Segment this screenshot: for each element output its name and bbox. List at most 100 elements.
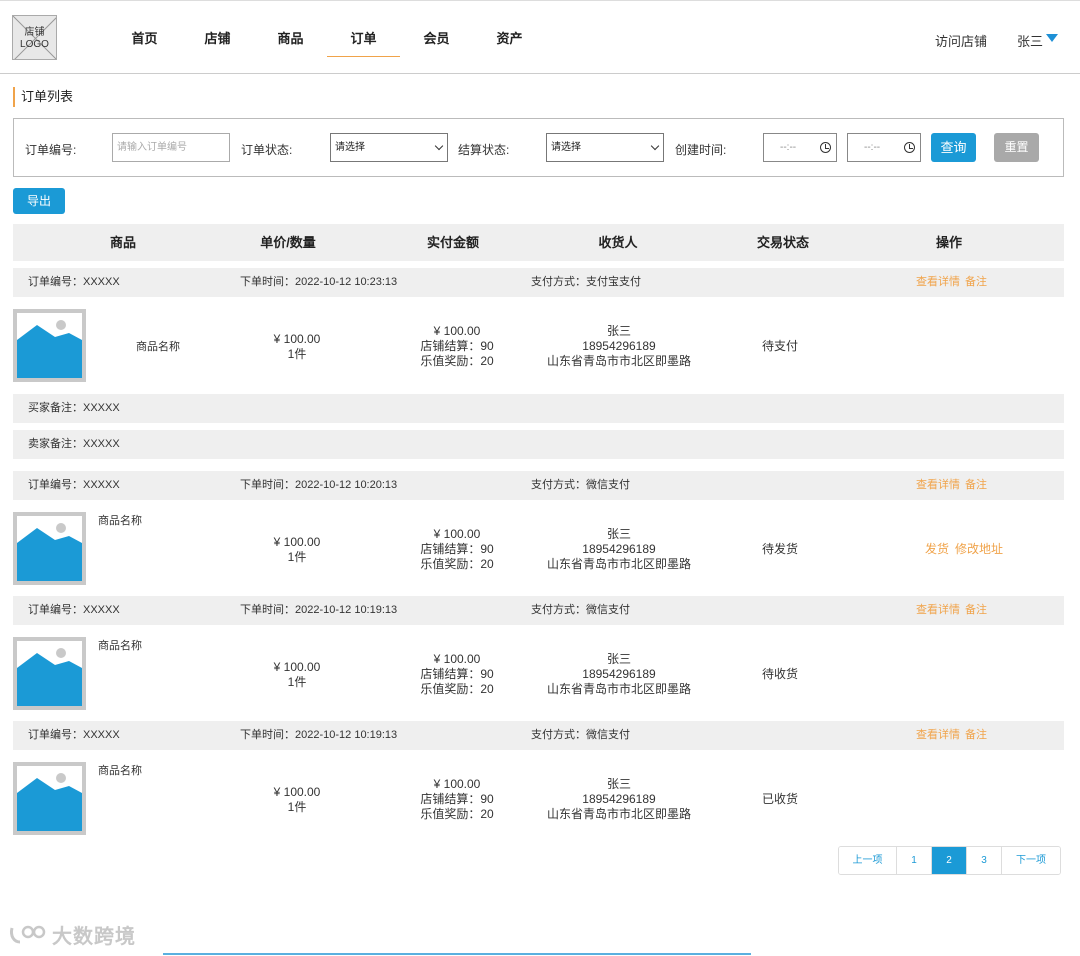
nav-item-assets[interactable]: 资产: [496, 31, 523, 46]
product-name[interactable]: 商品名称: [98, 640, 142, 652]
product-image[interactable]: [13, 512, 86, 585]
pagination-page-2[interactable]: 2: [932, 847, 967, 874]
store-logo[interactable]: 店铺 LOGO: [12, 15, 57, 60]
date-start-input[interactable]: --:--: [763, 133, 837, 162]
user-menu[interactable]: 张三: [1017, 34, 1044, 49]
order-status-label: 订单状态:: [241, 143, 293, 157]
reset-button[interactable]: 重置: [994, 133, 1039, 162]
unit-price: ¥ 100.00: [273, 660, 321, 674]
nav-item-store[interactable]: 店铺: [204, 31, 231, 46]
remark-link[interactable]: 备注: [965, 276, 987, 288]
order-time: 下单时间：2022-10-12 10:20:13: [240, 479, 398, 491]
chevron-down-icon: [650, 141, 660, 151]
product-image[interactable]: [13, 309, 86, 382]
receiver-phone: 18954296189: [582, 792, 656, 806]
bottom-divider: [163, 953, 751, 955]
col-header-actions: 操作: [935, 235, 963, 250]
reward-points: 乐值奖励：20: [420, 354, 494, 368]
nav-item-products[interactable]: 商品: [277, 31, 304, 46]
watermark-text: 大数跨境: [52, 926, 136, 948]
trade-status: 已收货: [761, 792, 799, 806]
store-settlement: 店铺结算：90: [420, 339, 494, 353]
visit-store-link[interactable]: 访问店铺: [935, 34, 988, 49]
remark-link[interactable]: 备注: [965, 729, 987, 741]
pagination-page-3[interactable]: 3: [967, 847, 1002, 874]
unit-price: ¥ 100.00: [273, 785, 321, 799]
product-name[interactable]: 商品名称: [136, 341, 180, 353]
receiver-name: 张三: [606, 777, 632, 791]
order-status-select[interactable]: 请选择: [330, 133, 448, 162]
payment-method: 支付方式：支付宝支付: [531, 276, 641, 288]
product-image[interactable]: [13, 762, 86, 835]
paid-amount: ¥ 100.00: [433, 324, 481, 338]
clock-icon[interactable]: [820, 142, 831, 153]
paid-amount: ¥ 100.00: [433, 527, 481, 541]
clock-icon[interactable]: [904, 142, 915, 153]
pagination-prev[interactable]: 上一项: [839, 847, 897, 874]
receiver-address: 山东省青岛市市北区即墨路: [546, 682, 692, 696]
edit-address-button[interactable]: 修改地址: [955, 542, 1004, 556]
seller-remark-row: 卖家备注：XXXXX: [13, 430, 1064, 459]
receiver-address: 山东省青岛市市北区即墨路: [546, 354, 692, 368]
pagination: 上一项 1 2 3 下一项: [838, 846, 1061, 875]
quantity: 1件: [287, 347, 307, 361]
chevron-down-icon: [434, 141, 444, 151]
nav-item-members[interactable]: 会员: [423, 31, 450, 46]
remark-link[interactable]: 备注: [965, 479, 987, 491]
store-settlement: 店铺结算：90: [420, 542, 494, 556]
pagination-page-1[interactable]: 1: [897, 847, 932, 874]
product-image-placeholder-icon: [17, 641, 82, 706]
col-header-price-qty: 单价/数量: [260, 235, 316, 250]
product-image-placeholder-icon: [17, 766, 82, 831]
buyer-remark: 买家备注：XXXXX: [28, 402, 120, 414]
view-details-link[interactable]: 查看详情: [916, 276, 960, 288]
view-details-link[interactable]: 查看详情: [916, 604, 960, 616]
product-name[interactable]: 商品名称: [98, 515, 142, 527]
nav-item-home[interactable]: 首页: [131, 31, 158, 46]
export-button[interactable]: 导出: [13, 188, 65, 214]
settle-status-label: 结算状态:: [458, 143, 510, 157]
remark-link[interactable]: 备注: [965, 604, 987, 616]
order-header-row: 订单编号：XXXXX 下单时间：2022-10-12 10:19:13 支付方式：微…: [13, 721, 1064, 750]
nav-item-orders[interactable]: 订单: [327, 21, 400, 57]
order-number: 订单编号：XXXXX: [28, 729, 120, 741]
trade-status: 待收货: [761, 667, 799, 681]
view-details-link[interactable]: 查看详情: [916, 729, 960, 741]
reward-points: 乐值奖励：20: [420, 807, 494, 821]
order-number: 订单编号：XXXXX: [28, 604, 120, 616]
order-detail-row: 商品名称 ¥ 100.00 1件 ¥ 100.00 店铺结算：90 乐值奖励：20 张三 18…: [13, 500, 1064, 590]
col-header-receiver: 收货人: [598, 235, 638, 250]
view-details-link[interactable]: 查看详情: [916, 479, 960, 491]
date-end-input[interactable]: --:--: [847, 133, 921, 162]
logo-text: 店铺 LOGO: [13, 27, 56, 51]
unit-price: ¥ 100.00: [273, 535, 321, 549]
product-name[interactable]: 商品名称: [98, 765, 142, 777]
receiver-name: 张三: [606, 324, 632, 338]
quantity: 1件: [287, 550, 307, 564]
page-title: 订单列表: [13, 87, 73, 107]
ship-button[interactable]: 发货: [925, 542, 950, 556]
order-no-input[interactable]: 请输入订单编号: [112, 133, 230, 162]
unit-price: ¥ 100.00: [273, 332, 321, 346]
settle-status-select[interactable]: 请选择: [546, 133, 664, 162]
settle-status-value: 请选择: [551, 142, 581, 153]
order-time: 下单时间：2022-10-12 10:19:13: [240, 729, 398, 741]
pagination-next[interactable]: 下一项: [1002, 847, 1060, 874]
quantity: 1件: [287, 675, 307, 689]
order-no-label: 订单编号:: [25, 143, 77, 157]
query-button[interactable]: 查询: [931, 133, 976, 162]
buyer-remark-row: 买家备注：XXXXX: [13, 394, 1064, 423]
date-start-value: --:--: [780, 142, 797, 153]
caret-down-icon[interactable]: [1046, 34, 1058, 42]
product-image[interactable]: [13, 637, 86, 710]
main-nav: 首页 店铺 商品 订单 会员 资产: [108, 21, 546, 57]
order-header-row: 订单编号：XXXXX 下单时间：2022-10-12 10:23:13 支付方式：支…: [13, 268, 1064, 297]
order-time: 下单时间：2022-10-12 10:19:13: [240, 604, 398, 616]
col-header-product: 商品: [109, 235, 137, 250]
col-header-paid: 实付金额: [426, 235, 480, 250]
seller-remark: 卖家备注：XXXXX: [28, 438, 120, 450]
receiver-phone: 18954296189: [582, 667, 656, 681]
paid-amount: ¥ 100.00: [433, 652, 481, 666]
payment-method: 支付方式：微信支付: [531, 729, 630, 741]
quantity: 1件: [287, 800, 307, 814]
